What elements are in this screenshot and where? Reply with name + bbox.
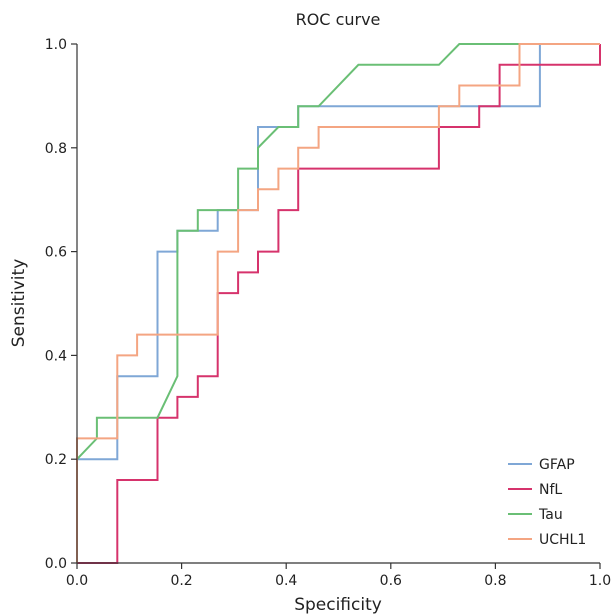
y-tick-label: 0.6 [45, 245, 67, 261]
legend-item-nfl: NfL [508, 482, 562, 498]
y-tick-label: 0.4 [45, 348, 67, 364]
series-line-uchl1 [76, 43, 600, 563]
x-tick-label: 0.4 [275, 573, 297, 589]
legend-label: UCHL1 [539, 532, 586, 548]
y-tick-label: 0.2 [45, 452, 67, 468]
legend-label: GFAP [539, 457, 575, 473]
x-tick-label: 1.0 [589, 573, 611, 589]
plot-lines [76, 43, 601, 564]
y-tick-label: 1.0 [45, 37, 67, 53]
chart-title: ROC curve [296, 10, 381, 29]
x-tick-label: 0.8 [484, 573, 506, 589]
series-line-gfap [77, 43, 600, 461]
legend-label: NfL [539, 482, 562, 498]
legend-item-gfap: GFAP [508, 457, 575, 473]
y-ticks: 0.0 0.2 0.4 0.6 0.8 1.0 [45, 37, 77, 572]
x-tick-label: 0.6 [380, 573, 402, 589]
x-tick-label: 0.0 [66, 573, 88, 589]
legend-item-tau: Tau [508, 507, 563, 523]
y-axis-title: Sensitivity [9, 259, 29, 348]
x-axis-title: Specificity [294, 595, 382, 615]
legend-item-uchl1: UCHL1 [508, 532, 586, 548]
x-ticks: 0.0 0.2 0.4 0.6 0.8 1.0 [66, 563, 611, 589]
series-line-nfl [77, 44, 601, 564]
y-tick-label: 0.0 [45, 556, 67, 572]
series-line-tau [76, 43, 600, 460]
legend: GFAP NfL Tau UCHL1 [508, 457, 586, 548]
y-tick-label: 0.8 [45, 141, 67, 157]
x-tick-label: 0.2 [170, 573, 192, 589]
legend-label: Tau [538, 507, 563, 523]
axes [76, 44, 600, 564]
